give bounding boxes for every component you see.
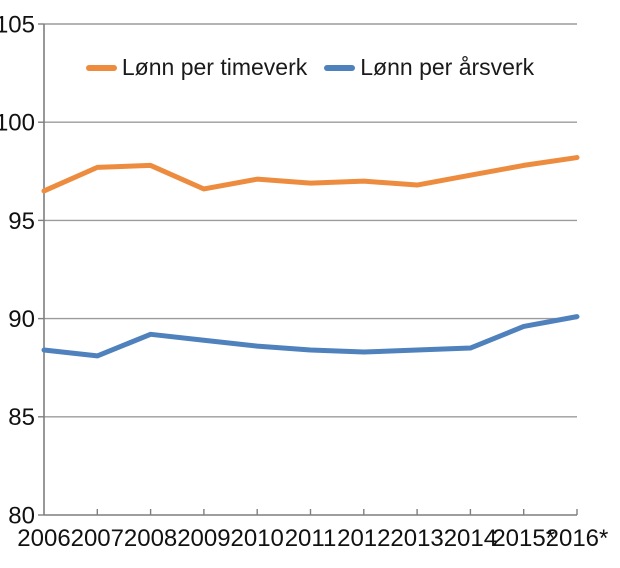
y-axis-tick-label: 85 [8, 404, 35, 431]
legend-label-arsverk: Lønn per årsverk [360, 54, 535, 80]
legend-swatch-timeverk-icon [85, 64, 117, 71]
x-axis-tick-label: 2012 [337, 525, 390, 552]
y-axis-tick-label: 90 [8, 306, 35, 333]
x-axis-tick-label: 2009 [177, 525, 230, 552]
legend-item-lonn-per-timeverk: Lønn per timeverk [85, 54, 308, 81]
y-axis-tick-label: 105 [0, 11, 35, 38]
x-axis-tick-label: 2010 [231, 525, 284, 552]
x-axis-tick-label: 2015* [492, 525, 555, 552]
x-axis-tick-label: 2006 [17, 525, 70, 552]
y-axis-tick-label: 80 [8, 502, 35, 529]
legend-label-timeverk: Lønn per timeverk [121, 54, 308, 80]
legend-item-lonn-per-arsverk: Lønn per årsverk [324, 54, 534, 81]
x-axis-tick-label: 2008 [124, 525, 177, 552]
x-axis-tick-label: 2014 [444, 525, 497, 552]
series-line-arsverk [41, 314, 580, 359]
x-axis-tick-label: 2016* [546, 525, 609, 552]
series-line-timeverk [41, 155, 580, 194]
legend-swatch-arsverk-icon [324, 64, 356, 71]
x-axis-tick-label: 2007 [71, 525, 124, 552]
x-axis-tick-label: 2011 [285, 525, 337, 552]
legend: Lønn per timeverk Lønn per årsverk [0, 54, 620, 81]
x-axis-tick-label: 2013 [390, 525, 443, 552]
y-axis-tick-label: 100 [0, 110, 35, 137]
y-axis-tick-label: 95 [8, 208, 35, 235]
